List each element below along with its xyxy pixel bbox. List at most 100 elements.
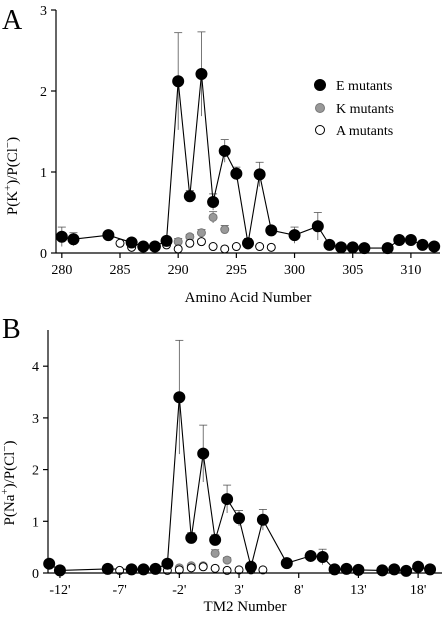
ylabel-a-minus: −	[2, 142, 14, 148]
legend-marker-a	[315, 125, 325, 135]
panel-a-x-tick-label: 300	[284, 263, 305, 278]
panel-b-x-tick-label: 3'	[234, 583, 244, 598]
panel-b-y-axis-label: P(Na+)/P(Cl−)	[0, 441, 18, 526]
panel-a-e-mutants-point	[335, 241, 348, 254]
panel-a-k-mutants-point	[208, 212, 218, 222]
panel-a-y-tick-label: 3	[40, 4, 47, 19]
panel-b-e-mutants-point	[173, 391, 186, 404]
panel-a-x-tick-label: 285	[110, 263, 131, 278]
panel-a-e-mutants-point	[55, 230, 68, 243]
panel-b-e-mutants-point	[101, 562, 114, 575]
panel-a-x-tick-label: 310	[400, 263, 421, 278]
legend-label-a: A mutants	[336, 124, 393, 139]
legend-marker-k	[315, 103, 325, 113]
panel-a-a-mutants-point	[220, 244, 230, 254]
panel-a-e-mutants-point	[207, 195, 220, 208]
panel-b-e-mutants-point	[125, 563, 138, 576]
ylabel-b-p: P(Na	[2, 494, 18, 525]
panel-a-y-tick-label: 2	[40, 85, 47, 100]
ylabel-a-plus: +	[2, 185, 14, 191]
panel-a-e-mutants-point	[137, 240, 150, 253]
panel-b: B -12' -7' -2' 3' 8' 13' 18' 0 1 2 3 4 TM2 Number P…	[0, 314, 442, 615]
panel-b-e-mutants-point	[137, 563, 150, 576]
ylabel-b-plus: +	[0, 488, 11, 494]
panel-a-e-mutants-point	[102, 229, 115, 242]
panel-b-ticks: -12' -7' -2' 3' 8' 13' 18' 0 1 2 3 4	[32, 360, 426, 598]
ylabel-b-end: )	[2, 441, 18, 446]
panel-b-e-mutants-point	[221, 493, 234, 506]
panel-a-e-mutants-point	[346, 241, 359, 254]
panel-a-y-tick-label: 0	[40, 247, 47, 262]
panel-b-y-tick-label: 3	[32, 412, 39, 427]
panel-b-e-mutants-point	[304, 549, 317, 562]
panel-b-e-mutants-point	[233, 512, 246, 525]
panel-a-k-mutants-point	[196, 228, 206, 238]
panel-a-markers	[55, 67, 441, 255]
panel-b-e-mutants-point	[197, 447, 210, 460]
panel-b-markers	[43, 391, 437, 577]
panel-a-e-mutants-point	[218, 144, 231, 157]
legend-label-e: E mutants	[336, 79, 392, 94]
panel-a-y-axis-label: P(K+)/P(Cl−)	[2, 137, 21, 215]
panel-b-x-tick-label: 18'	[410, 583, 427, 598]
panel-a-ticks: 280 285 290 295 300 305 310 0 1 2 3	[40, 4, 421, 278]
ylabel-b-mid: )/P(Cl	[2, 452, 18, 489]
panel-b-series-lines	[48, 397, 431, 572]
panel-b-y-tick-label: 4	[32, 360, 39, 375]
panel-b-k-mutants-point	[210, 548, 220, 558]
panel-a-e-mutants-point	[172, 75, 185, 88]
panel-a-e-mutants-point	[416, 238, 429, 251]
panel-a-e-mutants-point	[125, 236, 138, 249]
panel-b-e-mutants-point	[149, 562, 162, 575]
panel-b-y-tick-label: 0	[32, 567, 39, 582]
panel-b-e-mutants-point	[400, 564, 413, 577]
panel-a-x-axis-label: Amino Acid Number	[185, 290, 312, 306]
panel-a-letter: A	[2, 5, 23, 36]
panel-a-e-mutants-point	[242, 237, 254, 250]
panel-a-series-lines	[61, 73, 435, 249]
panel-b-e-mutants-point	[185, 531, 198, 544]
panel-b-y-tick-label: 1	[32, 515, 39, 530]
panel-a-a-mutants-point	[115, 238, 125, 248]
panel-b-e-mutants-point	[424, 563, 437, 576]
panel-b-a-mutants-point	[258, 565, 268, 575]
panel-b-e-mutants-line	[48, 397, 431, 572]
panel-a-e-mutants-point	[183, 190, 196, 203]
panel-b-x-axis-label: TM2 Number	[204, 599, 287, 615]
panel-b-x-tick-label: -12'	[49, 583, 70, 598]
panel-a-e-mutants-point	[323, 238, 336, 251]
panel-b-x-tick-label: 8'	[294, 583, 304, 598]
panel-a-a-mutants-point	[255, 242, 265, 252]
panel-b-x-tick-label: -7'	[113, 583, 127, 598]
panel-a-x-tick-label: 295	[226, 263, 247, 278]
panel-a-e-mutants-point	[195, 67, 208, 80]
ylabel-a-end: )	[5, 137, 21, 142]
legend-label-k: K mutants	[336, 102, 394, 117]
panel-a-e-mutants-point	[148, 240, 161, 253]
panel-a-e-mutants-point	[381, 242, 394, 255]
panel-b-e-mutants-point	[280, 557, 293, 570]
panel-b-x-tick-label: 13'	[350, 583, 367, 598]
legend: E mutants K mutants A mutants	[314, 79, 394, 139]
panel-b-error-bars	[45, 339, 435, 572]
panel-a-a-mutants-point	[173, 244, 183, 254]
panel-b-e-mutants-point	[43, 557, 56, 570]
panel-b-letter: B	[2, 314, 21, 345]
ylabel-a-mid: )/P(Cl	[5, 148, 21, 185]
panel-b-e-mutants-point	[376, 564, 389, 577]
panel-a-e-mutants-point	[428, 240, 441, 253]
panel-a-a-mutants-point	[208, 242, 218, 252]
panel-b-e-mutants-point	[388, 563, 401, 576]
panel-b-e-mutants-point	[161, 557, 174, 570]
panel-b-a-mutants-point	[198, 562, 208, 572]
panel-b-e-mutants-point	[244, 560, 257, 573]
ylabel-b-minus: −	[0, 446, 11, 452]
panel-a-k-mutants-point	[220, 225, 230, 235]
panel-a-error-bars	[57, 31, 439, 251]
panel-a-x-tick-label: 290	[168, 263, 189, 278]
panel-a-e-mutants-point	[230, 167, 243, 180]
panel-a-x-tick-label: 305	[342, 263, 363, 278]
panel-a: A 280 285 290 295 300 305 310 0 1 2 3 Amino Acid N…	[2, 4, 441, 306]
panel-a-x-tick-label: 280	[51, 263, 72, 278]
